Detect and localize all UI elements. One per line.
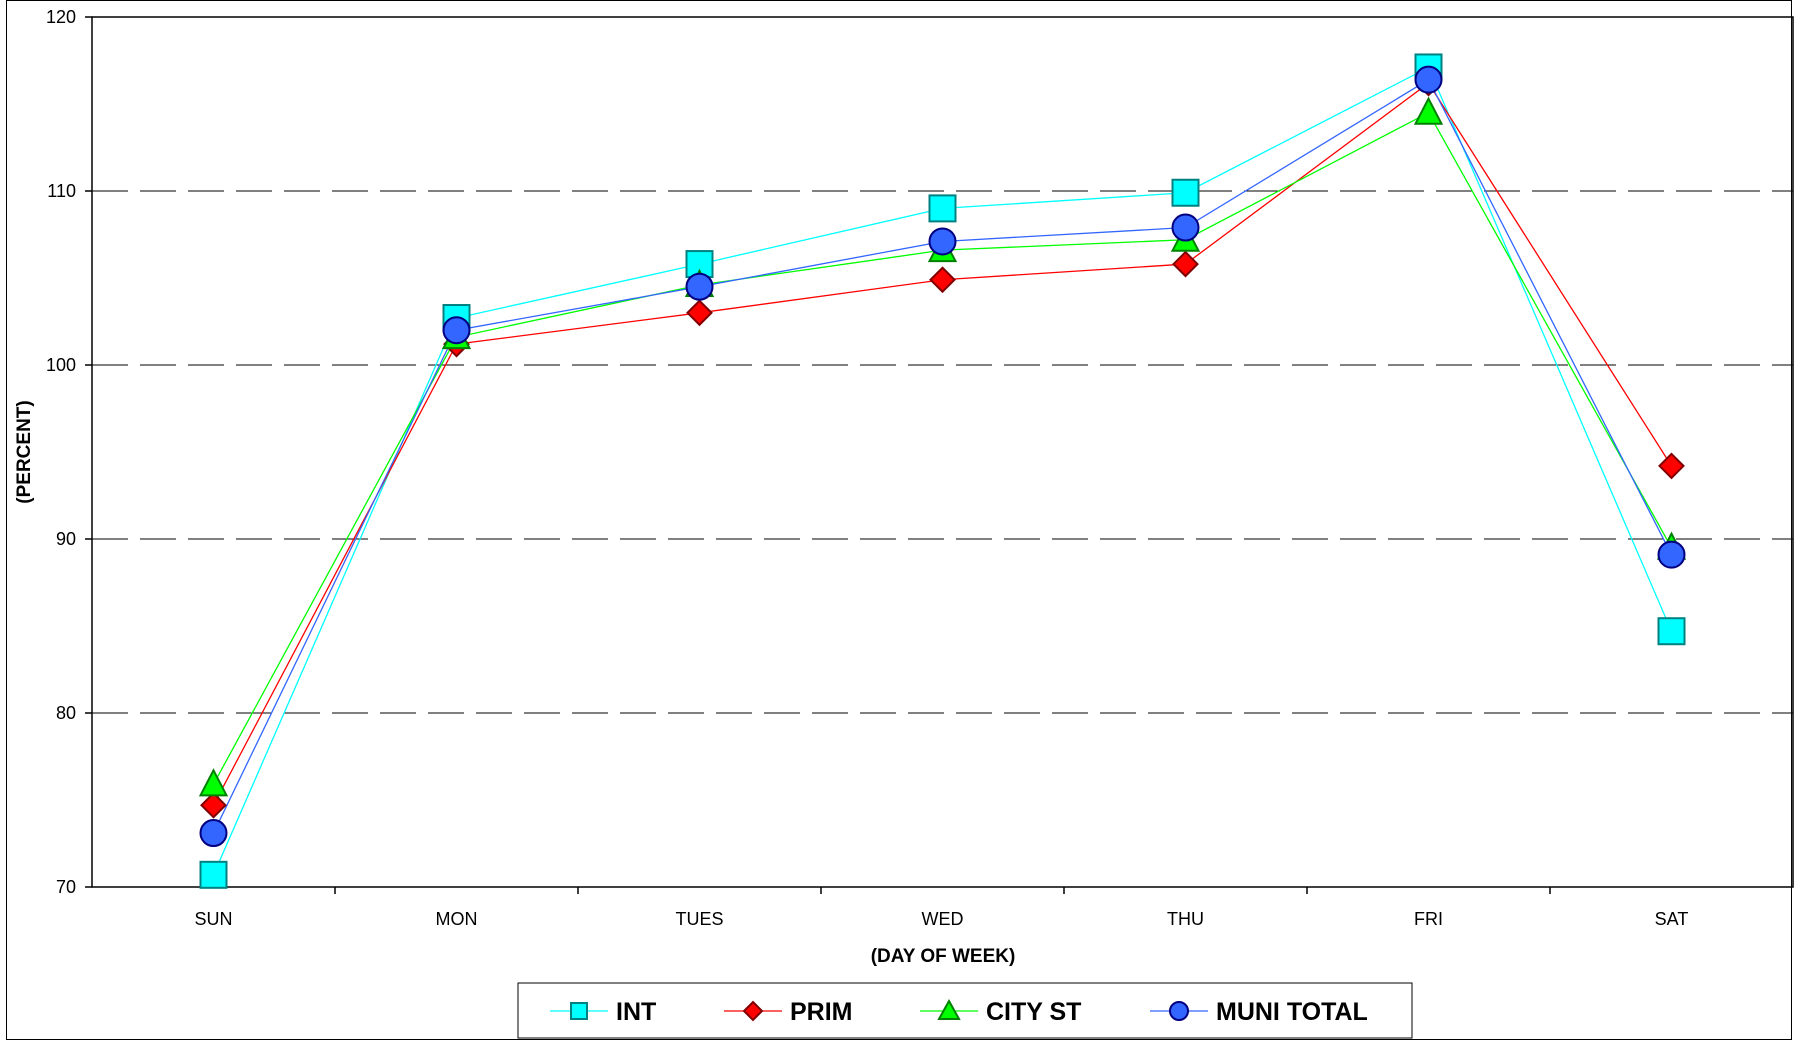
legend-label: INT	[616, 998, 656, 1026]
markers-int	[199, 53, 1686, 889]
y-tick-label: 80	[56, 703, 76, 723]
x-tick-label: TUES	[675, 909, 723, 929]
legend-marker-prim	[742, 1000, 764, 1022]
data-point-int	[1171, 178, 1200, 207]
plot-area	[91, 16, 1794, 888]
y-axis-ticks: 70 80 90 100 110 120	[46, 7, 92, 897]
x-tick-label: THU	[1167, 909, 1204, 929]
legend-label: CITY ST	[986, 998, 1081, 1026]
y-tick-label: 100	[46, 355, 76, 375]
data-point-int	[199, 860, 228, 889]
data-point-muni-total	[1657, 540, 1686, 569]
legend-item-int: INT	[550, 998, 656, 1026]
legend-item-city-st: CITY ST	[920, 998, 1081, 1026]
series-line-muni-total	[212, 78, 1673, 834]
x-tick-label: FRI	[1414, 909, 1443, 929]
x-tick-label: SUN	[194, 909, 232, 929]
data-point-prim	[1658, 452, 1685, 480]
x-tick-label: MON	[436, 909, 478, 929]
x-tick-label: WED	[922, 909, 964, 929]
series-layer	[198, 53, 1687, 889]
data-point-muni-total	[685, 272, 714, 301]
legend-label: PRIM	[790, 998, 853, 1026]
data-point-prim	[686, 299, 713, 327]
legend-label: MUNI TOTAL	[1216, 998, 1368, 1026]
y-tick-label: 120	[46, 7, 76, 27]
legend-item-muni-total: MUNI TOTAL	[1150, 998, 1368, 1026]
y-axis-label: (PERCENT)	[14, 400, 35, 503]
chart-frame	[6, 0, 1792, 1040]
x-axis-ticks: SUN MON TUES WED THU FRI SAT	[194, 887, 1688, 929]
markers-prim	[200, 69, 1685, 819]
data-point-prim	[929, 266, 956, 294]
series-muni-total	[212, 78, 1673, 834]
legend-marker-city-st	[937, 998, 961, 1020]
data-point-muni-total	[1171, 213, 1200, 242]
x-tick-label: SAT	[1655, 909, 1689, 929]
data-point-int	[1657, 617, 1686, 646]
legend-marker-muni-total	[1169, 1001, 1189, 1021]
data-point-muni-total	[199, 819, 228, 848]
data-point-int	[928, 194, 957, 223]
legend-item-prim: PRIM	[724, 998, 853, 1026]
legend: INT PRIM CITY ST MUNI TOTAL	[550, 998, 1368, 1026]
y-tick-label: 90	[56, 529, 76, 549]
data-point-muni-total	[1414, 65, 1443, 94]
data-point-muni-total	[442, 316, 471, 345]
y-tick-label: 70	[56, 877, 76, 897]
data-point-muni-total	[928, 227, 957, 256]
markers-muni-total	[199, 65, 1686, 848]
gridlines	[92, 190, 1793, 714]
data-point-city-st	[1413, 96, 1444, 125]
series-line-int	[212, 66, 1673, 876]
data-point-prim	[1172, 250, 1199, 278]
legend-marker-int	[570, 1002, 588, 1020]
series-int	[212, 66, 1673, 876]
data-point-city-st	[198, 768, 229, 797]
y-tick-label: 110	[47, 181, 76, 201]
data-point-prim	[200, 791, 227, 819]
x-axis-label: (DAY OF WEEK)	[871, 946, 1016, 967]
